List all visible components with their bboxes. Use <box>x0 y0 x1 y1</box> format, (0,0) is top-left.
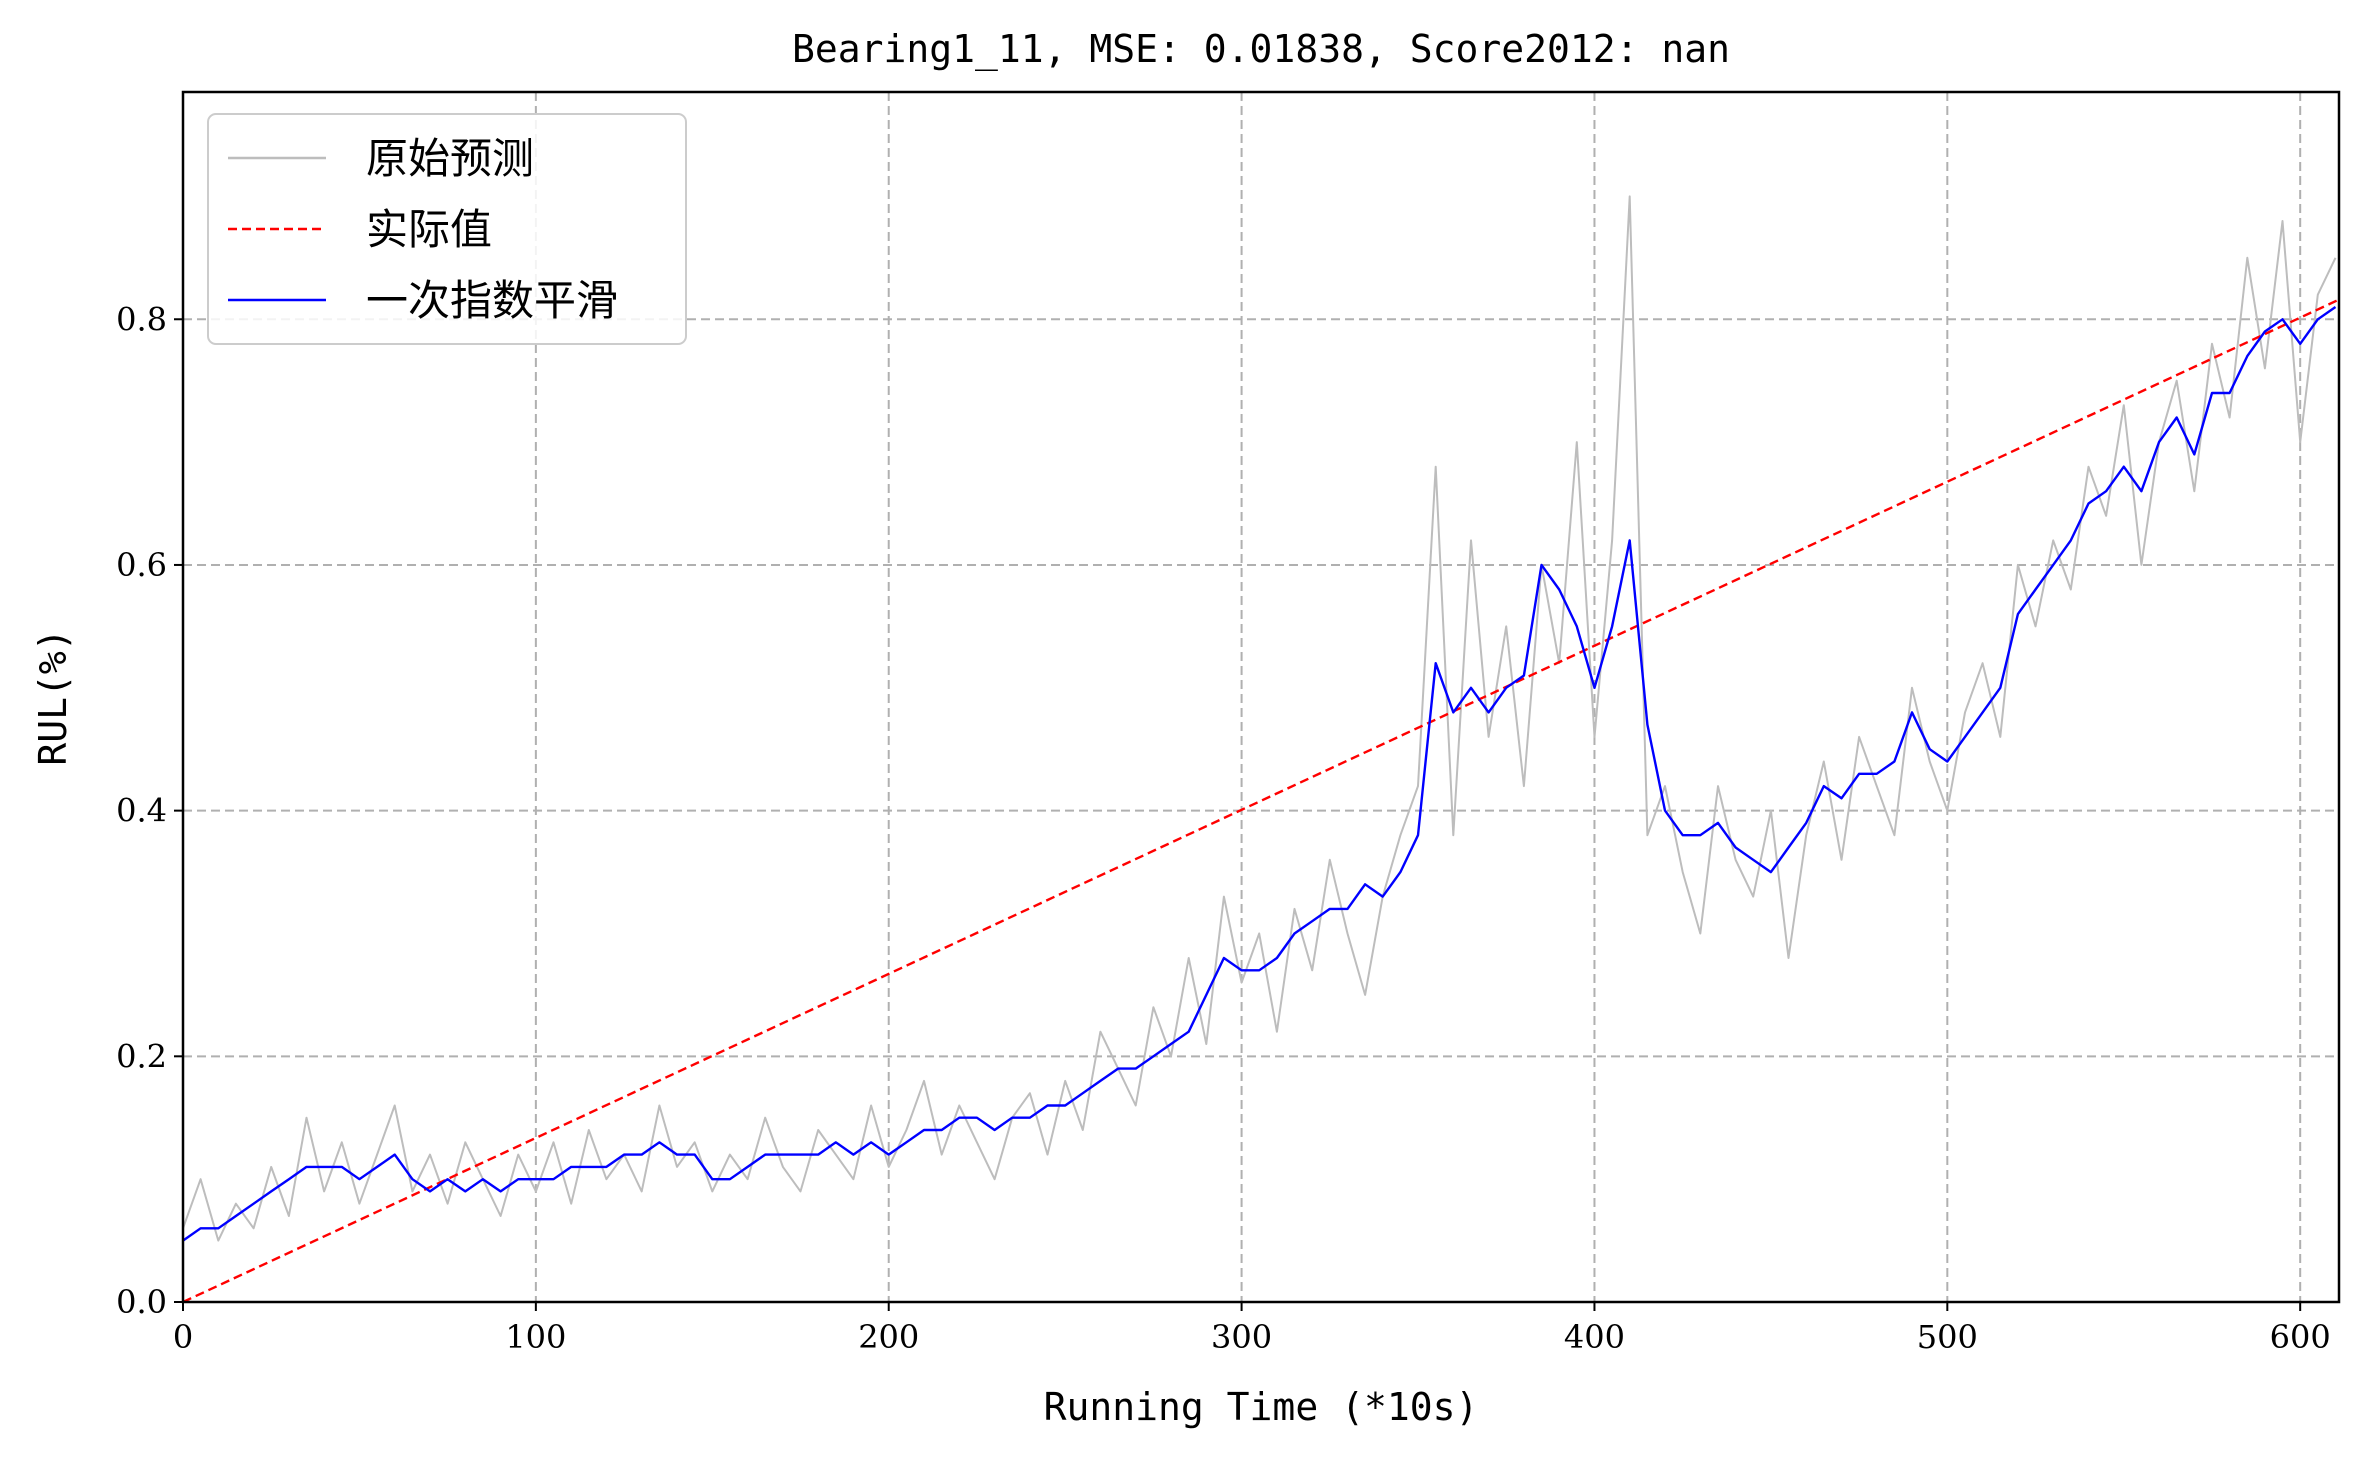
y-tick-label: 0.2 <box>116 1037 167 1075</box>
x-tick-label: 0 <box>173 1318 193 1356</box>
y-tick-label: 0.8 <box>116 300 167 338</box>
x-tick-label: 300 <box>1211 1318 1272 1356</box>
legend-label-smooth: 一次指数平滑 <box>366 276 618 325</box>
x-tick-label: 200 <box>858 1318 919 1356</box>
x-tick-label: 400 <box>1564 1318 1625 1356</box>
x-axis-label: Running Time (*10s) <box>1044 1385 1479 1429</box>
y-tick-label: 0.6 <box>116 546 167 584</box>
series-raw-prediction <box>182 195 2337 1242</box>
x-tick-label: 100 <box>505 1318 566 1356</box>
y-tick-label: 0.0 <box>116 1283 167 1321</box>
y-axis-label: RUL(%) <box>31 628 75 765</box>
plot-frame <box>181 90 2341 1304</box>
x-tick-label: 600 <box>2270 1318 2331 1356</box>
chart-title: Bearing1_11, MSE: 0.01838, Score2012: na… <box>792 27 1730 72</box>
legend-box <box>207 113 687 345</box>
y-tick-label: 0.4 <box>116 792 167 830</box>
series-layer <box>182 195 2340 1304</box>
legend: 原始预测 实际值 一次指数平滑 <box>207 113 687 345</box>
x-tick-label: 500 <box>1917 1318 1978 1356</box>
series-smoothed <box>182 306 2337 1242</box>
legend-label-actual: 实际值 <box>366 205 492 254</box>
legend-label-raw: 原始预测 <box>366 134 534 183</box>
series-actual <box>182 298 2340 1304</box>
tick-layer: 0 100 200 300 400 500 600 0.0 0.2 0.4 0.6 0.8 <box>116 300 2331 1356</box>
